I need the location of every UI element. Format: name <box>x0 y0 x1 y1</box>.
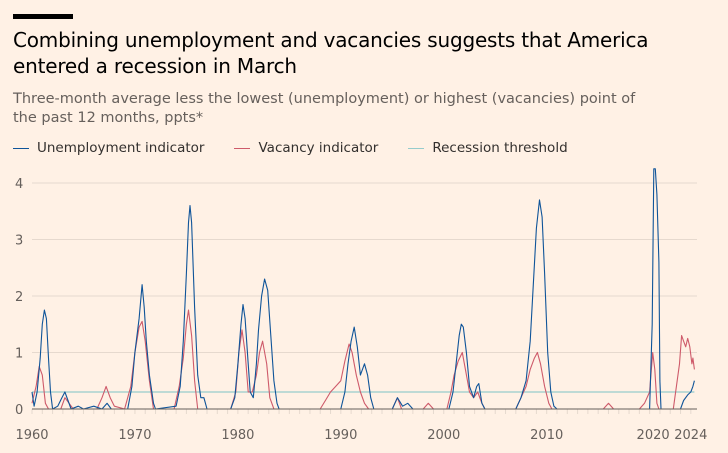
vacancy-line <box>31 309 695 410</box>
x-tick-label: 1970 <box>118 428 151 443</box>
x-tick-label: 2010 <box>530 428 563 443</box>
legend-item-threshold: Recession threshold <box>408 140 568 156</box>
chart-subtitle: Three-month average less the lowest (une… <box>13 91 636 126</box>
unemployment-line <box>31 168 695 410</box>
brand-bar <box>13 14 73 19</box>
x-tick-label: 1980 <box>221 428 254 443</box>
y-tick-label: 2 <box>15 290 23 305</box>
legend-swatch-vacancy <box>234 147 251 149</box>
legend-item-vacancy: Vacancy indicator <box>234 140 378 156</box>
legend-label-vacancy: Vacancy indicator <box>258 140 379 156</box>
legend-label-threshold: Recession threshold <box>432 140 568 156</box>
chart-legend: Unemployment indicator Vacancy indicator… <box>13 139 598 157</box>
legend-item-unemployment: Unemployment indicator <box>13 140 204 156</box>
y-tick-label: 3 <box>15 233 23 248</box>
legend-label-unemployment: Unemployment indicator <box>37 140 205 156</box>
y-tick-label: 1 <box>15 346 23 361</box>
x-tick-label: 1990 <box>324 428 357 443</box>
x-tick-label: 2000 <box>427 428 460 443</box>
legend-swatch-threshold <box>408 147 425 149</box>
y-tick-label: 4 <box>15 177 23 192</box>
y-tick-label: 0 <box>15 403 23 418</box>
x-tick-label: 2024 <box>674 428 707 443</box>
x-tick-label: 1960 <box>15 428 48 443</box>
chart-title: Combining unemployment and vacancies sug… <box>13 28 649 78</box>
x-tick-label: 2020 <box>637 428 670 443</box>
legend-swatch-unemployment <box>13 147 29 149</box>
